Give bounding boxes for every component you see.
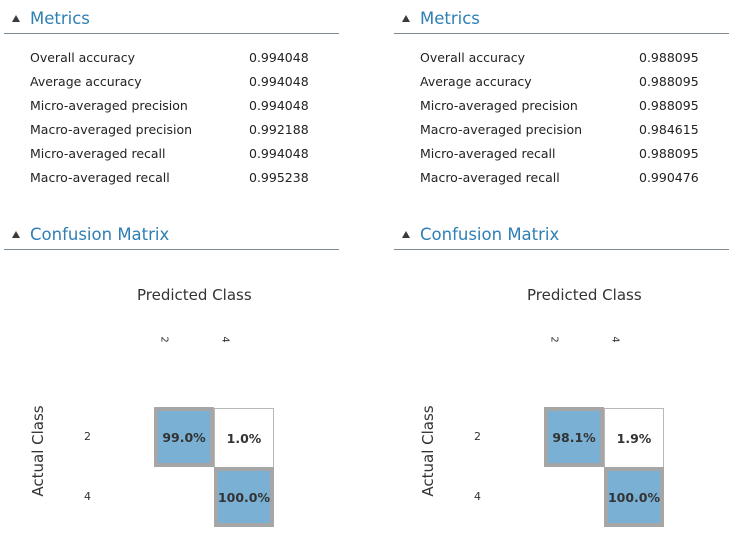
- metric-value: 0.988095: [639, 98, 699, 113]
- metrics-section-header[interactable]: Metrics: [394, 3, 729, 34]
- collapse-triangle-icon[interactable]: [402, 231, 410, 238]
- metric-value: 0.994048: [249, 74, 309, 89]
- metric-row: Overall accuracy 0.988095: [420, 47, 720, 71]
- metric-row: Micro-averaged precision 0.994048: [30, 95, 330, 119]
- metric-name: Micro-averaged precision: [420, 98, 578, 113]
- metric-value: 0.994048: [249, 98, 309, 113]
- row-label: 4: [84, 490, 91, 503]
- column-label: 2: [548, 336, 560, 343]
- metric-row: Average accuracy 0.988095: [420, 71, 720, 95]
- metric-name: Average accuracy: [30, 74, 142, 89]
- metric-name: Macro-averaged precision: [420, 122, 583, 137]
- metric-value: 0.994048: [249, 146, 309, 161]
- matrix-cell-2-2: 99.0%: [154, 407, 214, 467]
- column-label: 4: [219, 336, 231, 343]
- metric-name: Average accuracy: [420, 74, 532, 89]
- results-panel-right: Metrics Overall accuracy 0.988095 Averag…: [394, 0, 739, 542]
- confusion-matrix-title: Confusion Matrix: [30, 225, 170, 244]
- matrix-cell-2-4: 1.0%: [214, 408, 274, 468]
- metric-value: 0.995238: [249, 170, 309, 185]
- metric-value: 0.984615: [639, 122, 699, 137]
- confusion-matrix-title: Confusion Matrix: [420, 225, 560, 244]
- row-label: 2: [474, 430, 481, 443]
- collapse-triangle-icon[interactable]: [402, 15, 410, 22]
- metric-row: Average accuracy 0.994048: [30, 71, 330, 95]
- metric-name: Macro-averaged recall: [420, 170, 560, 185]
- matrix-cell-2-2: 98.1%: [544, 407, 604, 467]
- metric-value: 0.990476: [639, 170, 699, 185]
- actual-class-label: Actual Class: [419, 405, 437, 497]
- collapse-triangle-icon[interactable]: [12, 15, 20, 22]
- metric-name: Overall accuracy: [420, 50, 526, 65]
- matrix-cell-4-4: 100.0%: [214, 467, 274, 527]
- metric-value: 0.988095: [639, 50, 699, 65]
- metric-row: Micro-averaged precision 0.988095: [420, 95, 720, 119]
- metric-value: 0.994048: [249, 50, 309, 65]
- metric-value: 0.992188: [249, 122, 309, 137]
- collapse-triangle-icon[interactable]: [12, 231, 20, 238]
- confusion-matrix-section-header[interactable]: Confusion Matrix: [394, 219, 729, 250]
- metric-row: Macro-averaged precision 0.984615: [420, 119, 720, 143]
- column-label: 4: [609, 336, 621, 343]
- row-label: 2: [84, 430, 91, 443]
- metric-row: Overall accuracy 0.994048: [30, 47, 330, 71]
- metrics-section-header[interactable]: Metrics: [4, 3, 339, 34]
- metrics-table: Overall accuracy 0.988095 Average accura…: [420, 47, 720, 191]
- matrix-cell-2-4: 1.9%: [604, 408, 664, 468]
- matrix-cell-4-4: 100.0%: [604, 467, 664, 527]
- metric-row: Micro-averaged recall 0.988095: [420, 143, 720, 167]
- metric-row: Macro-averaged recall 0.990476: [420, 167, 720, 191]
- results-panel-left: Metrics Overall accuracy 0.994048 Averag…: [4, 0, 349, 542]
- metric-value: 0.988095: [639, 146, 699, 161]
- metric-row: Macro-averaged recall 0.995238: [30, 167, 330, 191]
- metric-name: Overall accuracy: [30, 50, 136, 65]
- metrics-title: Metrics: [420, 9, 480, 28]
- confusion-matrix-section-header[interactable]: Confusion Matrix: [4, 219, 339, 250]
- metrics-table: Overall accuracy 0.994048 Average accura…: [30, 47, 330, 191]
- metric-value: 0.988095: [639, 74, 699, 89]
- metric-row: Micro-averaged recall 0.994048: [30, 143, 330, 167]
- predicted-class-label: Predicted Class: [527, 286, 642, 304]
- predicted-class-label: Predicted Class: [137, 286, 252, 304]
- metrics-title: Metrics: [30, 9, 90, 28]
- metric-name: Micro-averaged precision: [30, 98, 188, 113]
- metric-name: Macro-averaged recall: [30, 170, 170, 185]
- column-label: 2: [158, 336, 170, 343]
- metric-row: Macro-averaged precision 0.992188: [30, 119, 330, 143]
- metric-name: Micro-averaged recall: [420, 146, 556, 161]
- actual-class-label: Actual Class: [29, 405, 47, 497]
- metric-name: Micro-averaged recall: [30, 146, 166, 161]
- row-label: 4: [474, 490, 481, 503]
- metric-name: Macro-averaged precision: [30, 122, 193, 137]
